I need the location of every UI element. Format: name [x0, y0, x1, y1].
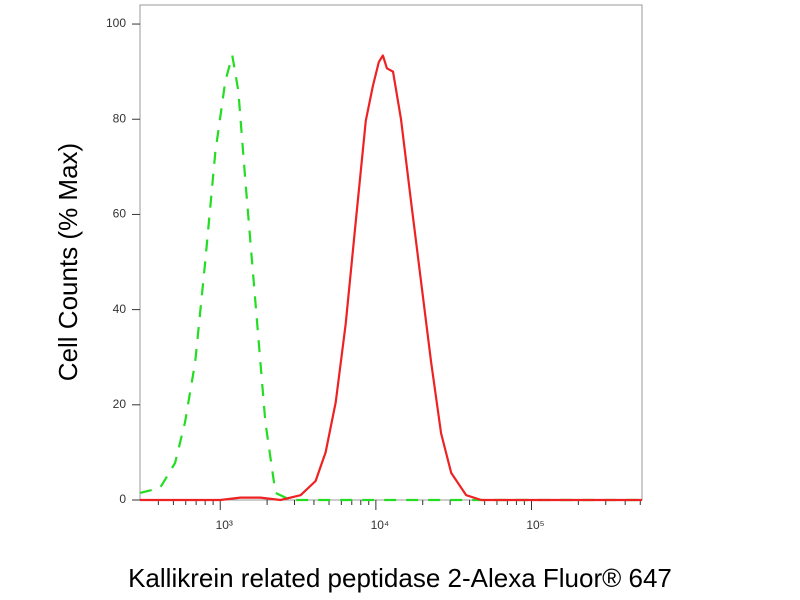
x-axis-title: Kallikrein related peptidase 2-Alexa Flu…: [128, 563, 672, 593]
y-tick-label: 40: [113, 302, 127, 316]
x-tick-label: 10⁵: [526, 518, 544, 532]
y-tick-label: 60: [113, 207, 127, 221]
y-tick-label: 100: [106, 16, 126, 30]
x-tick-label: 10⁴: [371, 518, 390, 532]
plot-frame: [139, 4, 643, 501]
y-axis-title: Cell Counts (% Max): [53, 143, 83, 381]
histogram-line: [139, 54, 642, 502]
x-tick-label: 10³: [216, 518, 233, 532]
y-tick-label: 20: [113, 397, 127, 411]
y-tick-label: 80: [113, 111, 127, 125]
y-tick-label: 0: [119, 492, 126, 506]
histogram-line: [140, 54, 642, 502]
